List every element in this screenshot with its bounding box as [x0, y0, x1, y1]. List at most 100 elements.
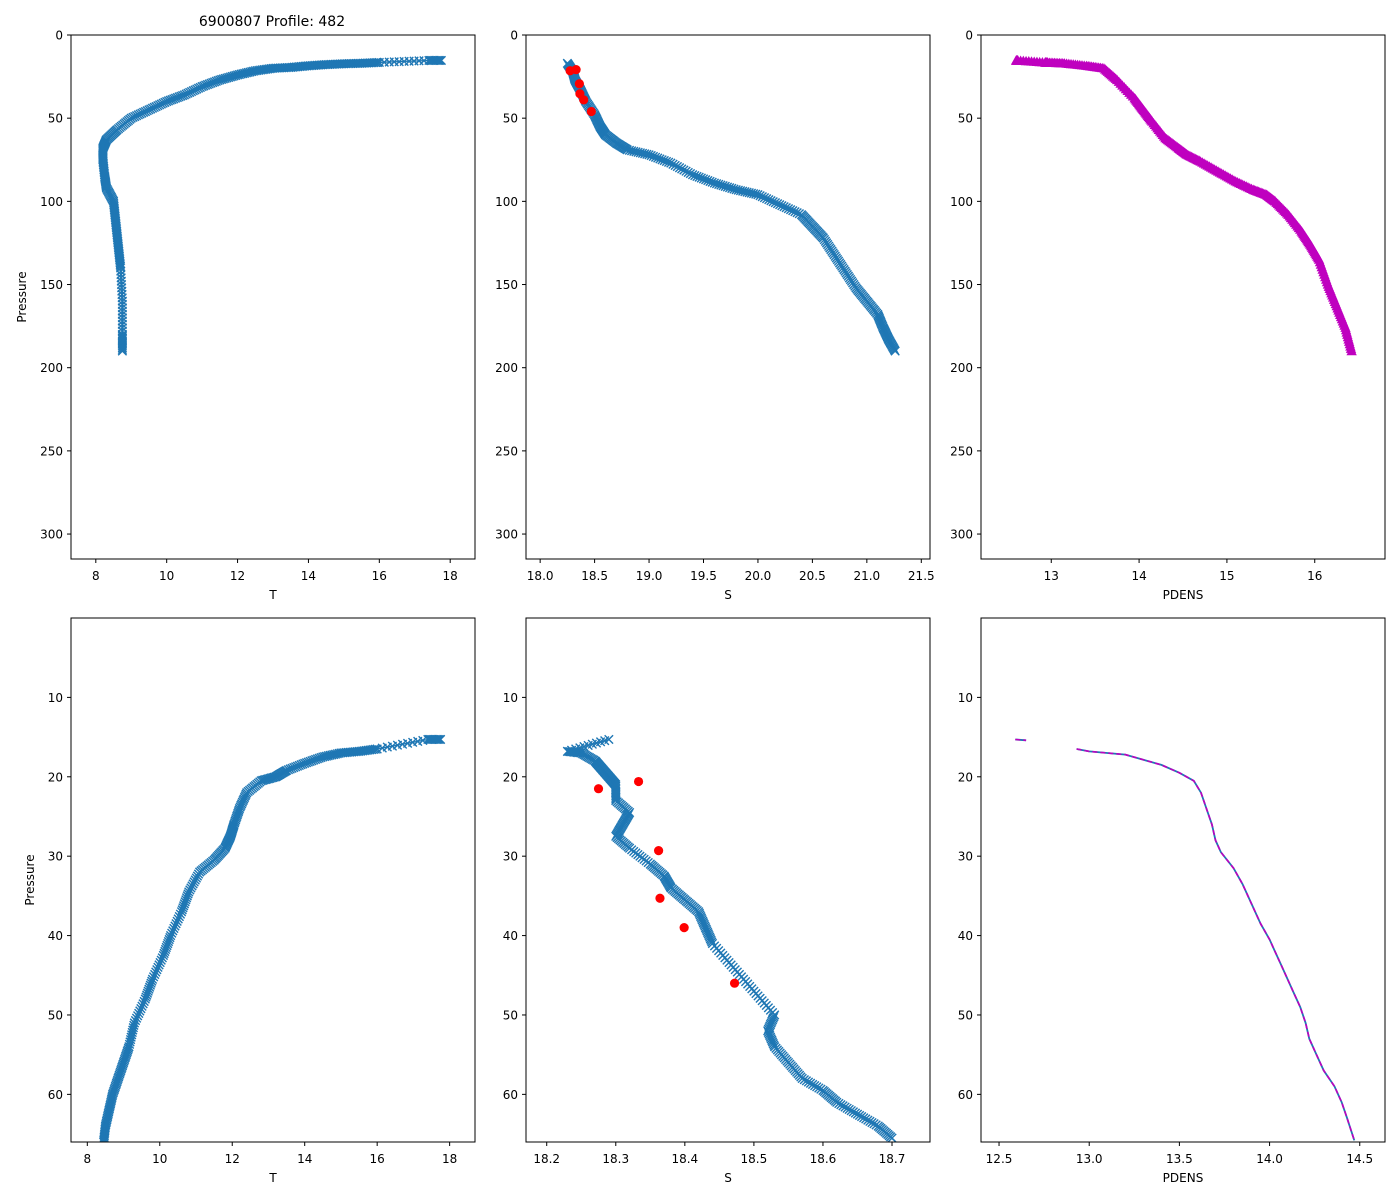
- data-point-x: [155, 957, 165, 968]
- y-tick-label: 40: [503, 929, 518, 943]
- y-tick-label: 250: [40, 444, 63, 458]
- data-point-x: [117, 319, 128, 330]
- series-pdens: [1010, 55, 1357, 356]
- x-tick-label: 18.3: [602, 1152, 629, 1166]
- y-tick-label: 50: [48, 1008, 63, 1022]
- data-point-x: [132, 1011, 143, 1021]
- x-tick-label: 12: [230, 569, 245, 583]
- data-point-x: [887, 1133, 897, 1142]
- data-point-x: [330, 749, 341, 759]
- data-point-x: [325, 750, 335, 761]
- x-tick-label: 14: [1131, 569, 1146, 583]
- data-point-flag: [586, 106, 596, 117]
- data-point-x: [229, 71, 239, 81]
- y-tick-label: 200: [495, 361, 518, 375]
- data-point-x: [173, 914, 183, 924]
- x-tick-label: 18.4: [671, 1152, 698, 1166]
- axes-frame: [980, 34, 1386, 560]
- data-point-flag: [679, 923, 689, 933]
- subplot-p3: 8 10 12 14 16 18 10 20 30 40 50 60 T Pressure: [23, 617, 476, 1185]
- axes-frame: [980, 617, 1386, 1143]
- data-point-x: [227, 71, 237, 82]
- data-point-x: [117, 323, 128, 333]
- data-point-x: [257, 775, 268, 786]
- x-axis-label: T: [268, 1171, 277, 1185]
- series-pdens: [1015, 738, 1356, 1141]
- data-point-x: [220, 73, 230, 84]
- x-tick-label: 20.5: [799, 569, 826, 583]
- y-tick-label: 0: [965, 29, 973, 43]
- y-tick-label: 100: [950, 195, 973, 209]
- y-tick-label: 20: [958, 770, 973, 784]
- data-point-x: [234, 69, 245, 80]
- data-point-x: [328, 749, 339, 760]
- data-point-x: [171, 918, 181, 929]
- y-tick-label: 50: [48, 112, 63, 126]
- y-tick-label: 300: [950, 528, 973, 542]
- data-point-x: [668, 159, 678, 169]
- data-point-x: [117, 313, 128, 323]
- y-tick-label: 50: [958, 1008, 973, 1022]
- series-line: [1015, 738, 1356, 1141]
- data-point-x: [152, 965, 162, 975]
- x-axis-label: PDENS: [1163, 588, 1204, 602]
- data-point-x: [681, 166, 691, 176]
- data-point-flag: [633, 776, 644, 787]
- x-tick-label: 8: [83, 1152, 91, 1166]
- data-point-x: [231, 70, 241, 81]
- y-tick-label: 100: [495, 195, 518, 209]
- x-tick-label: 16: [370, 1152, 385, 1166]
- data-point-x: [139, 996, 149, 1007]
- data-point-x: [222, 73, 232, 83]
- plot-area: [562, 734, 897, 1142]
- x-tick-label: 21.5: [908, 569, 935, 583]
- x-axis-label: T: [268, 588, 277, 602]
- plots: 8 10 12 14 16 18050100150200250300TPressure18…: [15, 29, 1386, 1185]
- y-tick-label: 150: [950, 278, 973, 292]
- data-point-x: [154, 960, 164, 970]
- y-tick-label: 10: [503, 691, 518, 705]
- x-tick-label: 13: [1044, 569, 1059, 583]
- y-tick-label: 50: [503, 1008, 518, 1022]
- plot-area: [1015, 738, 1356, 1141]
- data-point-x: [158, 950, 169, 961]
- data-point-x: [336, 748, 346, 758]
- x-tick-label: 16: [372, 569, 387, 583]
- x-tick-label: 18.5: [581, 569, 608, 583]
- subplot-p2: 13 14 15 16 0 50 100 150 200 250 300 PDENS: [950, 29, 1386, 602]
- data-point-x: [169, 923, 179, 934]
- x-axis-label: PDENS: [1163, 1171, 1204, 1185]
- x-axis-label: S: [724, 1171, 732, 1185]
- y-tick-label: 150: [495, 278, 518, 292]
- series-flagged: [565, 65, 596, 117]
- y-tick-label: 60: [503, 1088, 518, 1102]
- data-point-x: [323, 751, 333, 761]
- data-point-x: [427, 734, 437, 745]
- data-point-x: [168, 926, 178, 936]
- data-point-x: [137, 1001, 147, 1011]
- data-point-flag: [579, 95, 589, 105]
- data-point-x: [117, 299, 128, 310]
- plot-area: [1010, 55, 1357, 356]
- x-tick-label: 14: [301, 569, 316, 583]
- data-point-flag: [574, 79, 584, 89]
- x-tick-label: 19.0: [636, 569, 663, 583]
- data-point-x: [117, 316, 128, 326]
- data-point-x: [153, 962, 163, 973]
- plot-area: [562, 58, 900, 356]
- data-point-x: [666, 158, 676, 168]
- data-point-x: [670, 160, 680, 171]
- y-tick-label: 50: [503, 112, 518, 126]
- data-point-x: [425, 734, 436, 745]
- data-point-x: [135, 1006, 145, 1016]
- data-point-x: [117, 303, 128, 313]
- y-tick-label: 0: [510, 29, 518, 43]
- data-point-x: [156, 955, 166, 965]
- data-point-x: [677, 164, 687, 174]
- x-tick-label: 18.2: [533, 1152, 560, 1166]
- data-point-x: [172, 916, 182, 926]
- data-point-flag: [655, 893, 665, 903]
- data-point-x: [99, 1135, 109, 1142]
